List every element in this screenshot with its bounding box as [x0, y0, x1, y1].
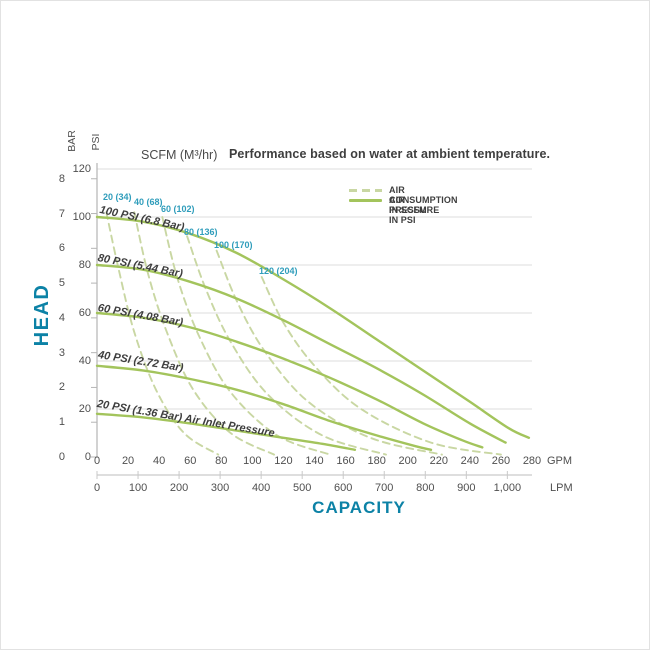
legend-label: AIR PRESSURE IN PSI [389, 195, 440, 225]
lpm-tick-label: 900 [457, 482, 476, 494]
psi-tick-label: 60 [78, 307, 91, 319]
pressure-curve [95, 364, 433, 451]
consumption-curve-label: 80 (136) [184, 227, 218, 237]
gpm-unit-label: GPM [547, 455, 573, 467]
bar-tick-label: 4 [58, 311, 65, 324]
gpm-tick-label: 0 [93, 455, 101, 467]
psi-tick-label: 40 [78, 355, 91, 367]
gpm-tick-label: 260 [491, 455, 511, 467]
consumption-curve-label: 20 (34) [103, 192, 132, 202]
gpm-tick-label: 80 [215, 455, 228, 467]
consumption-curve-label: 40 (68) [134, 197, 163, 207]
bar-tick-label: 5 [58, 277, 65, 290]
bar-tick-label: 3 [58, 346, 65, 359]
lpm-tick-label: 1,000 [493, 482, 522, 494]
bar-tick-label: 8 [58, 172, 65, 185]
pressure-curve [95, 311, 484, 449]
solid-line-swatch-icon [349, 199, 382, 202]
gpm-tick-label: 160 [336, 455, 355, 467]
lpm-tick-label: 0 [93, 482, 101, 494]
gpm-tick-label: 200 [398, 455, 417, 467]
bar-tick-label: 6 [58, 242, 65, 255]
gpm-tick-label: 220 [429, 455, 448, 467]
lpm-tick-label: 700 [375, 482, 394, 494]
lpm-tick-label: 100 [128, 482, 148, 494]
gpm-tick-label: 40 [153, 455, 166, 467]
pressure-curve [95, 215, 531, 439]
capacity-axis-title: CAPACITY [312, 498, 406, 517]
gpm-tick-label: 140 [305, 455, 324, 467]
lpm-unit-label: LPM [550, 482, 573, 494]
bar-tick-label: 2 [58, 381, 65, 394]
consumption-curve [215, 249, 443, 456]
gpm-tick-label: 280 [522, 455, 542, 467]
psi-axis-header: PSI [90, 133, 102, 151]
psi-tick-label: 120 [72, 163, 91, 175]
psi-tick-label: 100 [72, 211, 91, 223]
chart-title: Performance based on water at ambient te… [229, 147, 551, 161]
lpm-tick-label: 600 [334, 482, 353, 494]
gpm-tick-label: 180 [367, 455, 386, 467]
gpm-tick-label: 20 [121, 455, 135, 467]
psi-tick-label: 0 [84, 451, 91, 463]
pressure-curve [95, 263, 507, 444]
bar-tick-label: 0 [58, 451, 65, 463]
consumption-curve-label: 100 (170) [214, 240, 253, 250]
pressure-curve [95, 412, 357, 451]
psi-tick-label: 80 [78, 259, 91, 271]
legend-label: AIR CONSUMPTION IN SCFM [389, 185, 458, 215]
lpm-tick-label: 500 [292, 482, 312, 494]
consumption-curve [133, 211, 276, 456]
gpm-tick-label: 60 [184, 455, 197, 467]
consumption-curve [260, 276, 502, 456]
bar-tick-label: 1 [58, 416, 65, 429]
consumption-curve-label: 120 (204) [259, 266, 298, 276]
lpm-tick-label: 300 [210, 482, 230, 494]
consumption-curve-label: 60 (102) [161, 204, 195, 214]
bar-tick-label: 7 [58, 207, 65, 220]
gpm-tick-label: 100 [243, 455, 262, 467]
scfm-units-note: SCFM (M³/hr) [141, 148, 218, 162]
gpm-tick-label: 120 [274, 455, 293, 467]
dashed-line-swatch-icon [349, 189, 382, 192]
lpm-tick-label: 400 [251, 482, 271, 494]
lpm-tick-label: 200 [169, 482, 189, 494]
psi-tick-label: 20 [78, 403, 91, 415]
gpm-tick-label: 240 [460, 455, 480, 467]
bar-axis-header: BAR [66, 130, 78, 152]
lpm-tick-label: 800 [416, 482, 435, 494]
